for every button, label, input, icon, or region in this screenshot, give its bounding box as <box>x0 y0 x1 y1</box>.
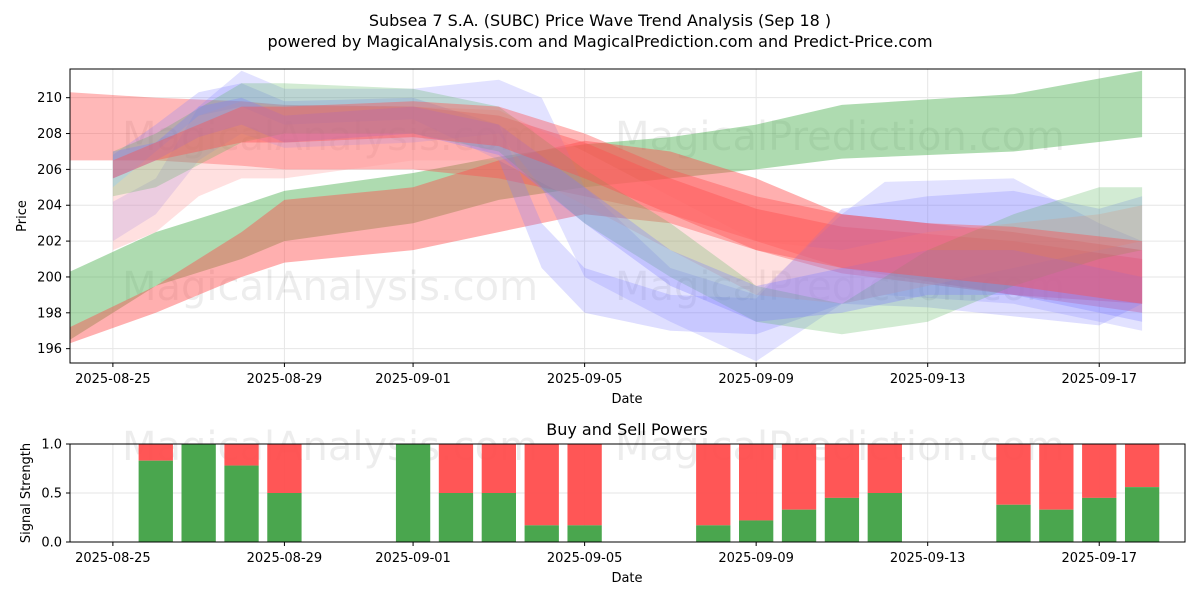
price-wave-band-6 <box>112 101 1143 304</box>
signal-x-tick-label: 2025-08-25 <box>75 551 151 566</box>
sell-bar <box>696 444 731 526</box>
signal-x-tick-label: 2025-09-05 <box>547 551 623 566</box>
price-x-axis-label: Date <box>611 392 642 407</box>
price-y-tick-label: 202 <box>37 235 62 250</box>
price-wave-band-5 <box>112 70 1143 362</box>
signal-y-tick-label: 0.5 <box>41 487 62 502</box>
buy-bar <box>867 493 902 542</box>
price-y-tick-label: 208 <box>37 127 62 142</box>
buy-bar <box>696 525 731 542</box>
buy-bar <box>1124 487 1160 542</box>
chart-subtitle: powered by MagicalAnalysis.com and Magic… <box>267 32 932 51</box>
price-wave-band-3 <box>70 92 1143 313</box>
price-wave-band-8 <box>112 97 1143 322</box>
signal-y-tick-label: 1.0 <box>41 438 62 453</box>
sell-bar <box>1039 444 1074 510</box>
signal-y-ticks: 0.0 0.5 1.0 <box>41 438 70 551</box>
price-x-tick-label: 2025-09-13 <box>890 372 966 387</box>
signal-panel: Buy and Sell Powers MagicalAnalysis.comM… <box>19 420 1186 586</box>
signal-x-tick-label: 2025-08-29 <box>247 551 323 566</box>
price-wave-band-9 <box>112 101 1143 304</box>
watermark-text: MagicalAnalysis.com <box>122 264 538 310</box>
watermark-text: MagicalPrediction.com <box>615 114 1065 160</box>
buy-bar <box>395 444 431 542</box>
watermark-text: MagicalAnalysis.com <box>122 114 538 160</box>
price-wave-band-4 <box>112 83 1143 335</box>
price-wave-band-2 <box>70 140 1143 344</box>
price-grid <box>70 69 1185 363</box>
price-watermarks: MagicalAnalysis.com MagicalPrediction.com… <box>122 114 1065 310</box>
signal-x-axis-label: Date <box>611 571 642 586</box>
price-x-tick-label: 2025-09-01 <box>375 372 451 387</box>
buy-bar <box>267 493 302 542</box>
price-x-tick-label: 2025-09-17 <box>1061 372 1137 387</box>
sell-bar <box>824 444 860 498</box>
chart-title: Subsea 7 S.A. (SUBC) Price Wave Trend An… <box>369 11 831 30</box>
sell-bar <box>567 444 602 526</box>
sell-bar <box>739 444 774 521</box>
buy-bar <box>567 525 602 542</box>
buy-bar <box>1039 509 1074 542</box>
sell-bar <box>524 444 559 526</box>
price-y-tick-label: 198 <box>37 306 62 321</box>
signal-x-ticks: 2025-08-25 2025-08-29 2025-09-01 2025-09-05… <box>75 542 1137 566</box>
price-wave-band-7 <box>112 83 1143 335</box>
buy-bar <box>781 509 817 542</box>
signal-x-tick-label: 2025-09-01 <box>375 551 451 566</box>
signal-y-axis-label: Signal Strength <box>19 443 34 543</box>
signal-x-tick-label: 2025-09-17 <box>1061 551 1137 566</box>
buy-bar <box>181 444 216 542</box>
buy-bar <box>438 493 474 542</box>
buy-bar <box>481 493 516 542</box>
price-wave-band-1 <box>70 70 1143 340</box>
signal-title: Buy and Sell Powers <box>546 420 708 439</box>
signal-x-tick-label: 2025-09-13 <box>890 551 966 566</box>
signal-bars <box>138 444 1160 542</box>
price-x-tick-label: 2025-08-25 <box>75 372 151 387</box>
buy-bar <box>1082 497 1117 542</box>
sell-bar <box>1082 444 1117 498</box>
sell-bar <box>781 444 817 510</box>
price-x-tick-label: 2025-09-05 <box>547 372 623 387</box>
price-x-tick-label: 2025-09-09 <box>718 372 794 387</box>
buy-bar <box>524 525 559 542</box>
sell-bar <box>867 444 902 493</box>
price-y-axis-label: Price <box>15 200 30 232</box>
price-bands <box>70 70 1143 362</box>
sell-bar <box>267 444 302 493</box>
sell-bar <box>438 444 474 493</box>
price-plot-frame <box>69 68 1186 364</box>
buy-bar <box>996 504 1031 542</box>
sell-bar <box>481 444 516 493</box>
price-y-tick-label: 196 <box>37 342 62 357</box>
price-x-ticks: 2025-08-25 2025-08-29 2025-09-01 2025-09-05… <box>75 363 1137 387</box>
price-x-tick-label: 2025-08-29 <box>247 372 323 387</box>
buy-bar <box>824 497 860 542</box>
price-y-tick-label: 200 <box>37 270 62 285</box>
watermark-text: MagicalPrediction.com <box>615 264 1065 310</box>
sell-bar <box>1124 444 1160 488</box>
price-panel: MagicalAnalysis.com MagicalPrediction.com… <box>15 68 1186 407</box>
sell-bar <box>138 444 173 461</box>
sell-bar <box>996 444 1031 505</box>
sell-bar <box>224 444 259 466</box>
buy-bar <box>224 465 259 542</box>
price-y-tick-label: 204 <box>37 199 62 214</box>
buy-bar <box>739 520 774 542</box>
buy-bar <box>138 460 173 542</box>
signal-y-tick-label: 0.0 <box>41 536 62 551</box>
signal-x-tick-label: 2025-09-09 <box>718 551 794 566</box>
price-y-tick-label: 210 <box>37 91 62 106</box>
price-y-ticks: 196 198 200 202 204 206 208 210 <box>37 91 70 357</box>
price-y-tick-label: 206 <box>37 163 62 178</box>
